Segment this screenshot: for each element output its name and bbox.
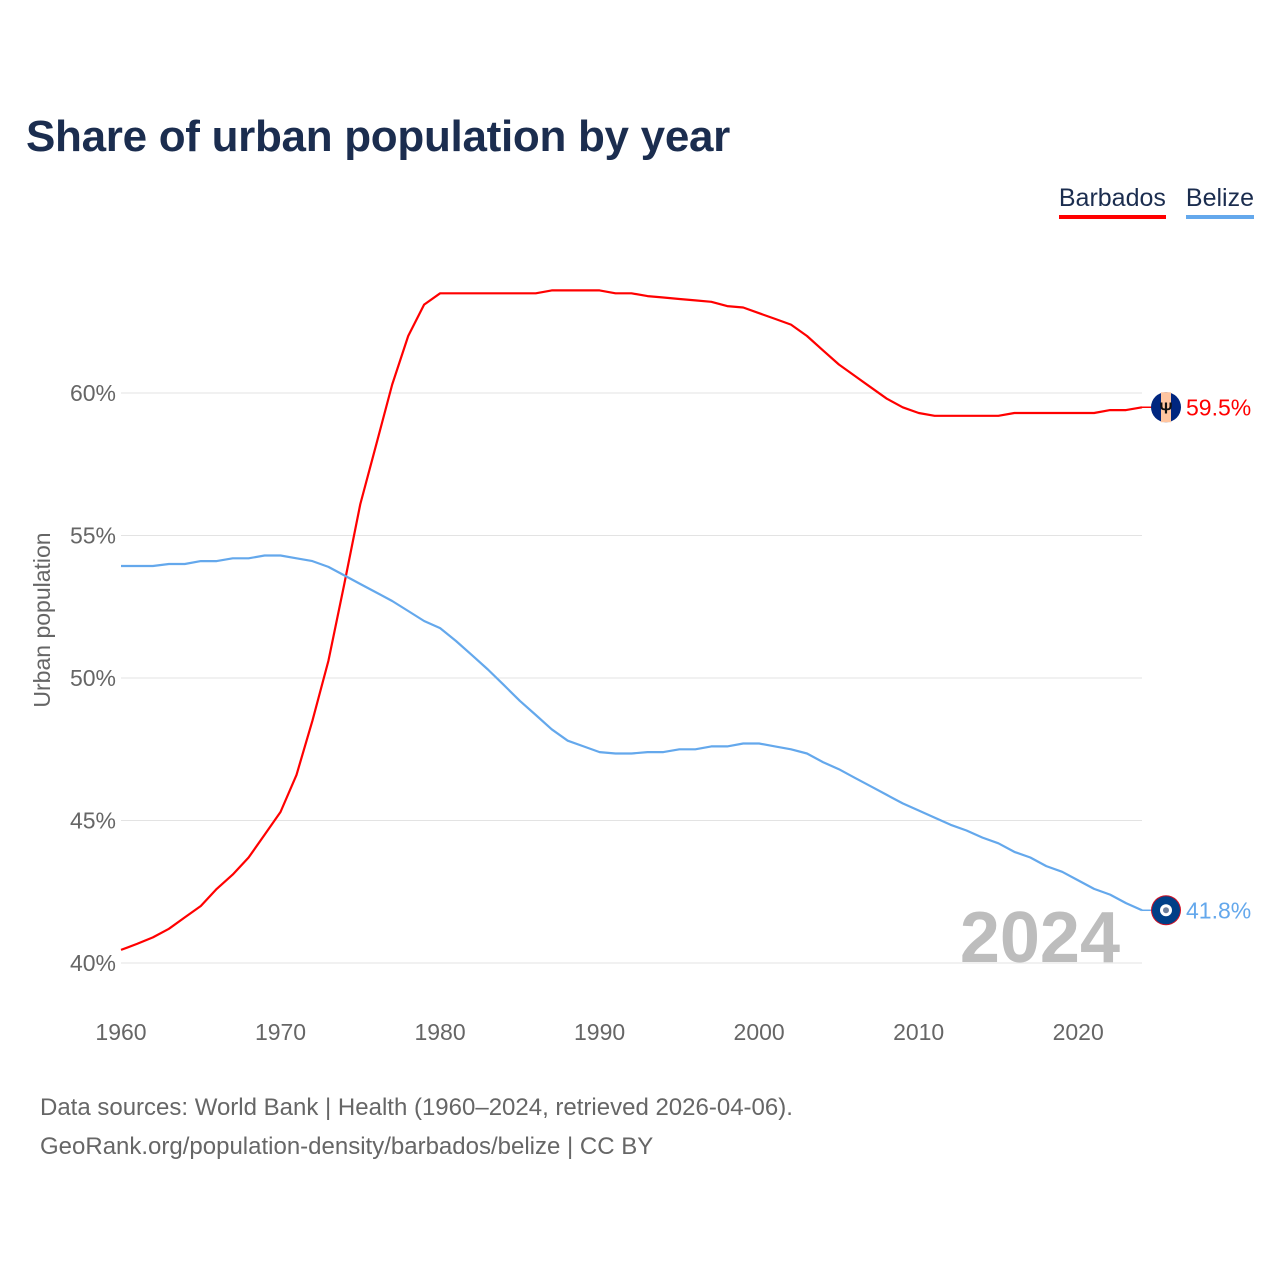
x-tick-label: 1990 xyxy=(574,1019,625,1045)
x-tick-label: 2000 xyxy=(734,1019,785,1045)
y-tick-label: 45% xyxy=(70,808,116,834)
flag-emblem-center xyxy=(1163,907,1169,914)
chart-title: Share of urban population by year xyxy=(26,112,730,161)
legend-item-barbados[interactable]: Barbados xyxy=(1058,184,1166,219)
x-tick-label: 1960 xyxy=(95,1019,146,1045)
series-line-belize xyxy=(121,554,1143,912)
legend: Barbados Belize xyxy=(1058,184,1254,219)
series-line-barbados xyxy=(120,289,1143,951)
flag-stripe xyxy=(1161,392,1171,423)
source-line-2[interactable]: GeoRank.org/population-density/barbados/… xyxy=(40,1133,654,1160)
trident-glyph: Ψ xyxy=(1160,400,1173,417)
source-note: Data sources: World Bank | Health (1960–… xyxy=(40,1088,793,1166)
legend-item-belize[interactable]: Belize xyxy=(1185,184,1254,219)
y-axis-label: Urban population xyxy=(29,532,55,707)
y-tick-label: 55% xyxy=(70,523,116,549)
end-value-label: 41.8% xyxy=(1186,897,1251,923)
x-tick-label: 1970 xyxy=(255,1019,306,1045)
current-year-label: 2024 xyxy=(960,898,1120,978)
end-value-label: 59.5% xyxy=(1186,394,1251,420)
source-line-1: Data sources: World Bank | Health (1960–… xyxy=(40,1094,793,1121)
y-tick-label: 40% xyxy=(70,950,116,976)
x-tick-label: 1980 xyxy=(414,1019,465,1045)
belize-flag-icon xyxy=(1151,895,1181,926)
barbados-flag-icon: Ψ xyxy=(1151,392,1181,423)
x-tick-label: 2020 xyxy=(1053,1019,1104,1045)
y-tick-label: 60% xyxy=(70,380,116,406)
y-tick-label: 50% xyxy=(70,665,116,691)
x-tick-label: 2010 xyxy=(893,1019,944,1045)
